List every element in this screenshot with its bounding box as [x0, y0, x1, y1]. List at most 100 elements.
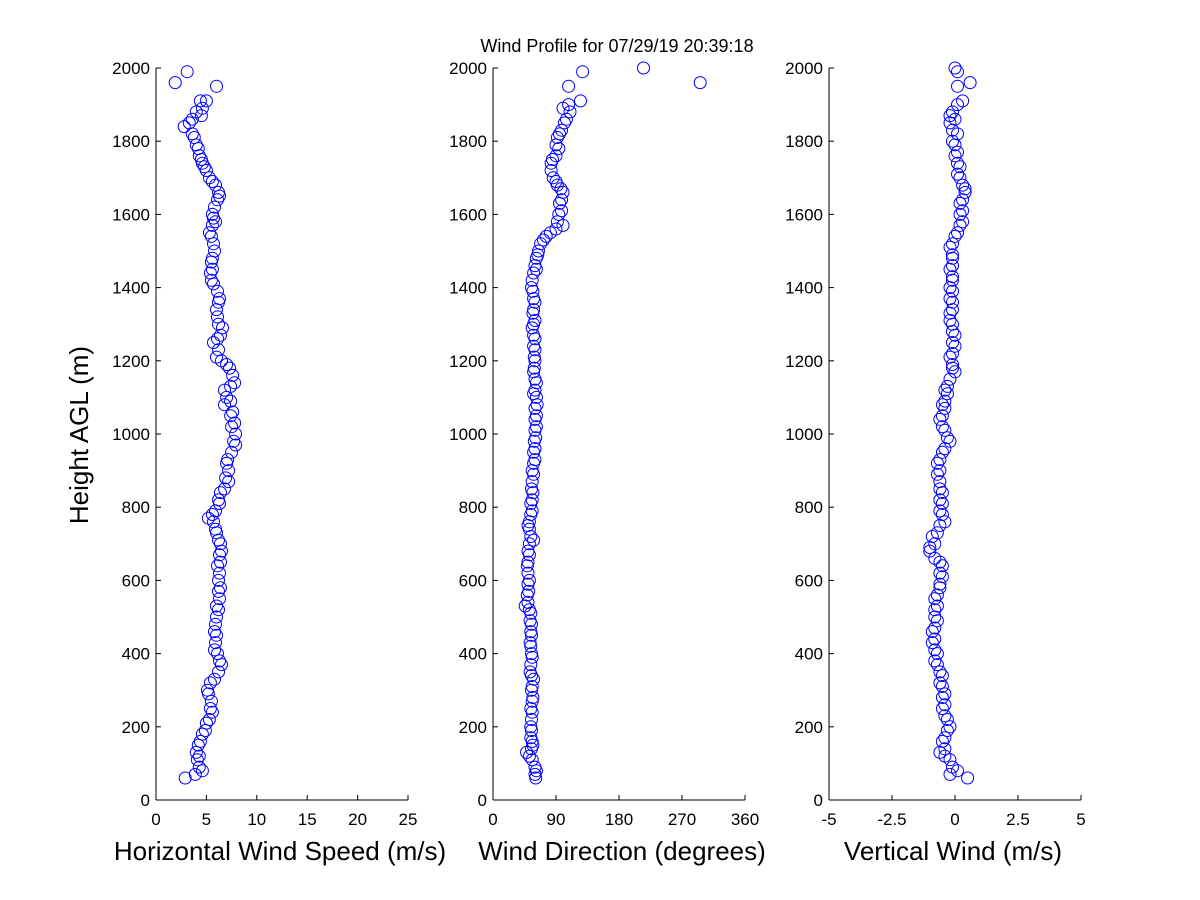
data-point — [935, 497, 949, 510]
data-point — [528, 412, 542, 426]
data-point — [209, 504, 222, 518]
data-point — [935, 559, 949, 573]
data-point — [948, 339, 962, 353]
y-tick-label: 600 — [459, 571, 487, 590]
data-point — [520, 588, 534, 602]
data-point — [225, 445, 239, 459]
data-point — [212, 584, 225, 598]
data-point — [930, 614, 944, 628]
data-point — [212, 603, 225, 617]
data-point — [220, 358, 234, 371]
x-tick-label: 25 — [399, 810, 418, 829]
data-point — [549, 138, 563, 152]
data-point — [203, 676, 217, 690]
x-tick-label: 180 — [605, 810, 633, 829]
data-point — [925, 636, 939, 650]
subplot-1: 0 200 400 600 800 1000 1200 1400 1600 1800 2000 0 5 1… — [112, 59, 446, 866]
data-point — [199, 94, 213, 108]
data-point — [524, 606, 538, 620]
data-point — [930, 467, 944, 481]
data-point — [948, 149, 962, 163]
data-point — [525, 475, 539, 489]
data-point — [218, 398, 231, 412]
data-point — [526, 486, 540, 500]
data-point — [214, 555, 227, 569]
data-point — [946, 336, 959, 349]
data-point — [209, 617, 222, 631]
data-point — [527, 434, 541, 448]
data-point — [946, 325, 959, 338]
y-tick-label: 200 — [122, 718, 150, 737]
data-point — [213, 189, 226, 203]
x-tick-label: 360 — [731, 810, 759, 829]
y-tick-label: 1200 — [112, 352, 150, 371]
data-point — [197, 160, 211, 174]
data-point — [226, 368, 240, 382]
data-point — [928, 643, 942, 657]
data-point — [946, 347, 959, 360]
data-point — [213, 654, 226, 668]
data-point — [946, 284, 959, 298]
data-point — [214, 537, 227, 551]
data-point — [943, 116, 957, 130]
data-point — [951, 167, 964, 181]
data-point — [963, 76, 977, 90]
data-point — [526, 306, 540, 320]
x-axis-label: Vertical Wind (m/s) — [844, 836, 1062, 866]
data-point — [207, 336, 220, 349]
data-point — [930, 647, 944, 661]
data-point — [527, 266, 541, 280]
data-point — [946, 123, 959, 137]
data-point — [525, 669, 538, 683]
data-point — [222, 464, 236, 478]
data-point — [938, 698, 952, 712]
data-point — [951, 98, 964, 112]
data-point — [194, 109, 208, 123]
data-point — [938, 442, 952, 456]
y-tick-label: 1800 — [112, 132, 150, 151]
y-tick-label: 1600 — [449, 205, 487, 224]
data-point — [226, 405, 240, 419]
data-point — [204, 229, 218, 243]
data-point — [946, 273, 959, 287]
data-point — [214, 486, 227, 500]
y-tick-label: 400 — [459, 645, 487, 664]
data-point — [195, 764, 209, 778]
data-point — [928, 632, 942, 646]
data-point — [228, 416, 242, 430]
y-tick-label: 400 — [122, 645, 150, 664]
y-tick-label: 800 — [122, 498, 150, 517]
data-point — [527, 672, 541, 686]
y-tick-label: 2000 — [785, 59, 823, 78]
data-point — [948, 61, 962, 75]
data-point — [923, 541, 937, 554]
figure-title: Wind Profile for 07/29/19 20:39:18 — [480, 36, 753, 56]
data-point — [213, 548, 226, 562]
data-point — [528, 423, 542, 437]
data-point — [210, 79, 223, 93]
data-point — [213, 566, 226, 580]
data-point — [948, 328, 962, 342]
data-point — [933, 453, 947, 467]
data-point — [524, 658, 538, 672]
data-point — [199, 164, 213, 177]
data-point — [205, 705, 219, 719]
data-point — [211, 559, 224, 573]
y-tick-label: 1600 — [785, 205, 823, 224]
data-point — [935, 486, 949, 500]
data-point — [933, 555, 947, 569]
data-point — [693, 76, 707, 90]
data-point — [933, 665, 947, 679]
data-point — [192, 749, 206, 763]
data-point — [951, 226, 964, 240]
data-point — [218, 482, 231, 496]
data-point — [520, 559, 534, 573]
data-point — [168, 76, 182, 90]
data-points — [518, 61, 707, 785]
data-point — [943, 767, 957, 781]
data-point — [220, 390, 234, 404]
data-point — [946, 259, 959, 273]
data-point — [935, 669, 949, 683]
data-point — [204, 694, 218, 708]
data-point — [574, 94, 587, 108]
